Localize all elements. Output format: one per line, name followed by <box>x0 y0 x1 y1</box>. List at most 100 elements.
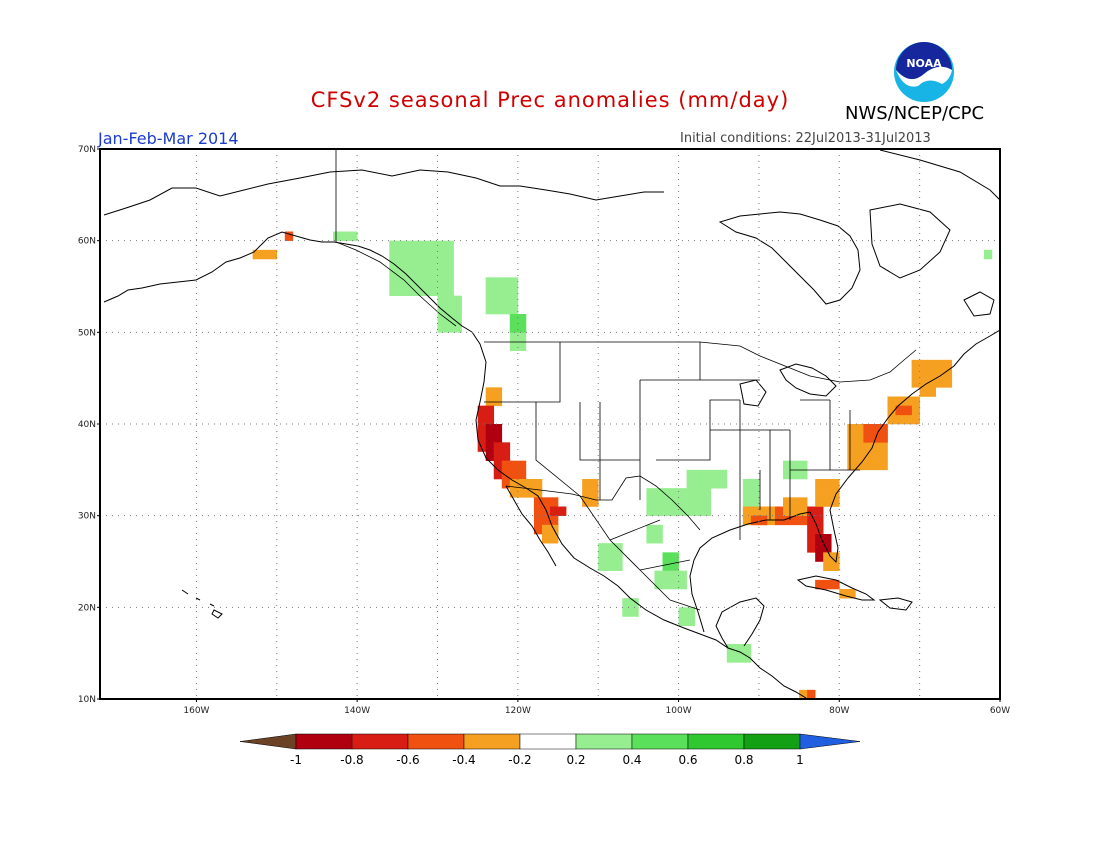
colorbar-swatch <box>295 733 353 750</box>
yucatan <box>715 597 765 649</box>
anomaly-cell <box>871 460 880 471</box>
anomaly-cell <box>799 469 808 480</box>
anomaly-cell <box>742 506 752 516</box>
anomaly-cell <box>630 607 639 617</box>
anomaly-cell <box>413 268 422 278</box>
anomaly-cell <box>847 451 856 461</box>
anomaly-cell <box>493 396 503 406</box>
anomaly-cell <box>927 359 937 370</box>
anomaly-cell <box>252 249 262 260</box>
anomaly-cell <box>702 497 712 507</box>
anomaly-cell <box>871 424 880 434</box>
anomaly-cell <box>485 424 495 434</box>
anomaly-cell <box>831 552 840 562</box>
anomaly-cell <box>421 240 430 251</box>
anomaly-cell <box>389 249 398 260</box>
anomaly-cell <box>437 323 446 333</box>
anomaly-cell <box>509 469 519 480</box>
us-canada-border <box>484 341 917 383</box>
anomaly-cell <box>742 515 752 526</box>
anomaly-cell <box>349 231 358 241</box>
anomaly-cell <box>702 488 712 498</box>
anomaly-cell <box>911 396 920 406</box>
anomaly-cell <box>445 314 454 324</box>
anomaly-cell <box>887 405 896 416</box>
anomaly-cell <box>702 506 712 516</box>
lon-label: 140W <box>344 706 370 716</box>
anomaly-cell <box>911 414 920 425</box>
anomaly-cell <box>445 249 454 260</box>
anomaly-cell <box>437 277 446 287</box>
anomaly-cell <box>823 497 832 507</box>
anomaly-cell <box>887 414 896 425</box>
anomaly-cell <box>935 359 945 370</box>
anomaly-cell <box>750 506 760 516</box>
anomaly-cell <box>606 552 615 562</box>
anomaly-cell <box>509 460 519 471</box>
anomaly-cell <box>509 332 519 342</box>
colorbar-label: 0.4 <box>622 753 641 767</box>
anomaly-cell <box>646 534 655 544</box>
anomaly-cell <box>606 561 615 571</box>
anomaly-cell <box>670 561 679 571</box>
lon-label: 120W <box>505 706 531 716</box>
anomaly-cell <box>807 543 816 553</box>
colorbar-swatch <box>687 733 745 750</box>
anomaly-cell <box>911 405 920 416</box>
anomaly-cell <box>662 488 671 498</box>
anomaly-cell <box>389 240 398 251</box>
anomaly-cell <box>413 259 422 269</box>
hispaniola <box>878 597 913 611</box>
anomaly-cell <box>799 689 808 699</box>
lon-label: 160W <box>183 706 209 716</box>
anomaly-cell <box>501 451 511 461</box>
anomaly-cell <box>815 506 824 516</box>
anomaly-cell <box>622 607 631 617</box>
colorbar-swatch <box>519 733 577 750</box>
anomaly-cell <box>815 579 824 590</box>
anomaly-cell <box>493 286 503 296</box>
anomaly-cell <box>509 341 519 351</box>
colorbar-swatch <box>631 733 689 750</box>
anomaly-cell <box>485 396 495 406</box>
colorbar-label: 0.8 <box>734 753 753 767</box>
anomaly-cell <box>550 506 559 516</box>
anomaly-cell <box>855 451 864 461</box>
lat-label: 70N <box>78 145 96 155</box>
anomaly-cell <box>855 433 864 443</box>
anomaly-cell <box>879 433 888 443</box>
anomaly-cell <box>879 451 888 461</box>
political-borders <box>335 150 917 611</box>
anomaly-cell <box>453 304 462 315</box>
anomaly-cell <box>533 506 543 516</box>
colorbar-label: -1 <box>290 753 302 767</box>
anomaly-cell <box>863 424 872 434</box>
anomaly-cell <box>646 506 655 516</box>
gulf-coast <box>689 511 811 633</box>
colorbar-legend: -1 -0.8 -0.6 -0.4 -0.2 0.2 0.4 0.6 0.8 1 <box>239 733 861 767</box>
anomaly-cell <box>598 561 607 571</box>
anomaly-cell <box>397 286 406 296</box>
anomaly-cell <box>863 433 872 443</box>
anomaly-cell <box>766 506 776 516</box>
anomaly-cell <box>509 295 519 306</box>
anomaly-cell <box>622 598 631 608</box>
anomaly-cell <box>453 314 462 324</box>
anomaly-cell <box>413 277 422 287</box>
anomaly-cell <box>662 561 671 571</box>
colorbar-swatch <box>575 733 633 750</box>
anomaly-cell <box>485 286 495 296</box>
anomaly-cell <box>750 515 760 526</box>
lon-label: 60W <box>990 706 1010 716</box>
anomaly-cell <box>630 598 639 608</box>
anomaly-cell <box>799 506 808 516</box>
lat-label: 40N <box>78 420 96 430</box>
anomaly-cell <box>389 268 398 278</box>
anomaly-cell <box>911 369 920 379</box>
anomaly-cell <box>815 543 824 553</box>
anomaly-cell <box>750 488 760 498</box>
anomaly-cell <box>509 277 519 287</box>
gridlines <box>100 149 1000 699</box>
colorbar-label: -0.2 <box>508 753 531 767</box>
anomaly-cell <box>783 469 792 480</box>
